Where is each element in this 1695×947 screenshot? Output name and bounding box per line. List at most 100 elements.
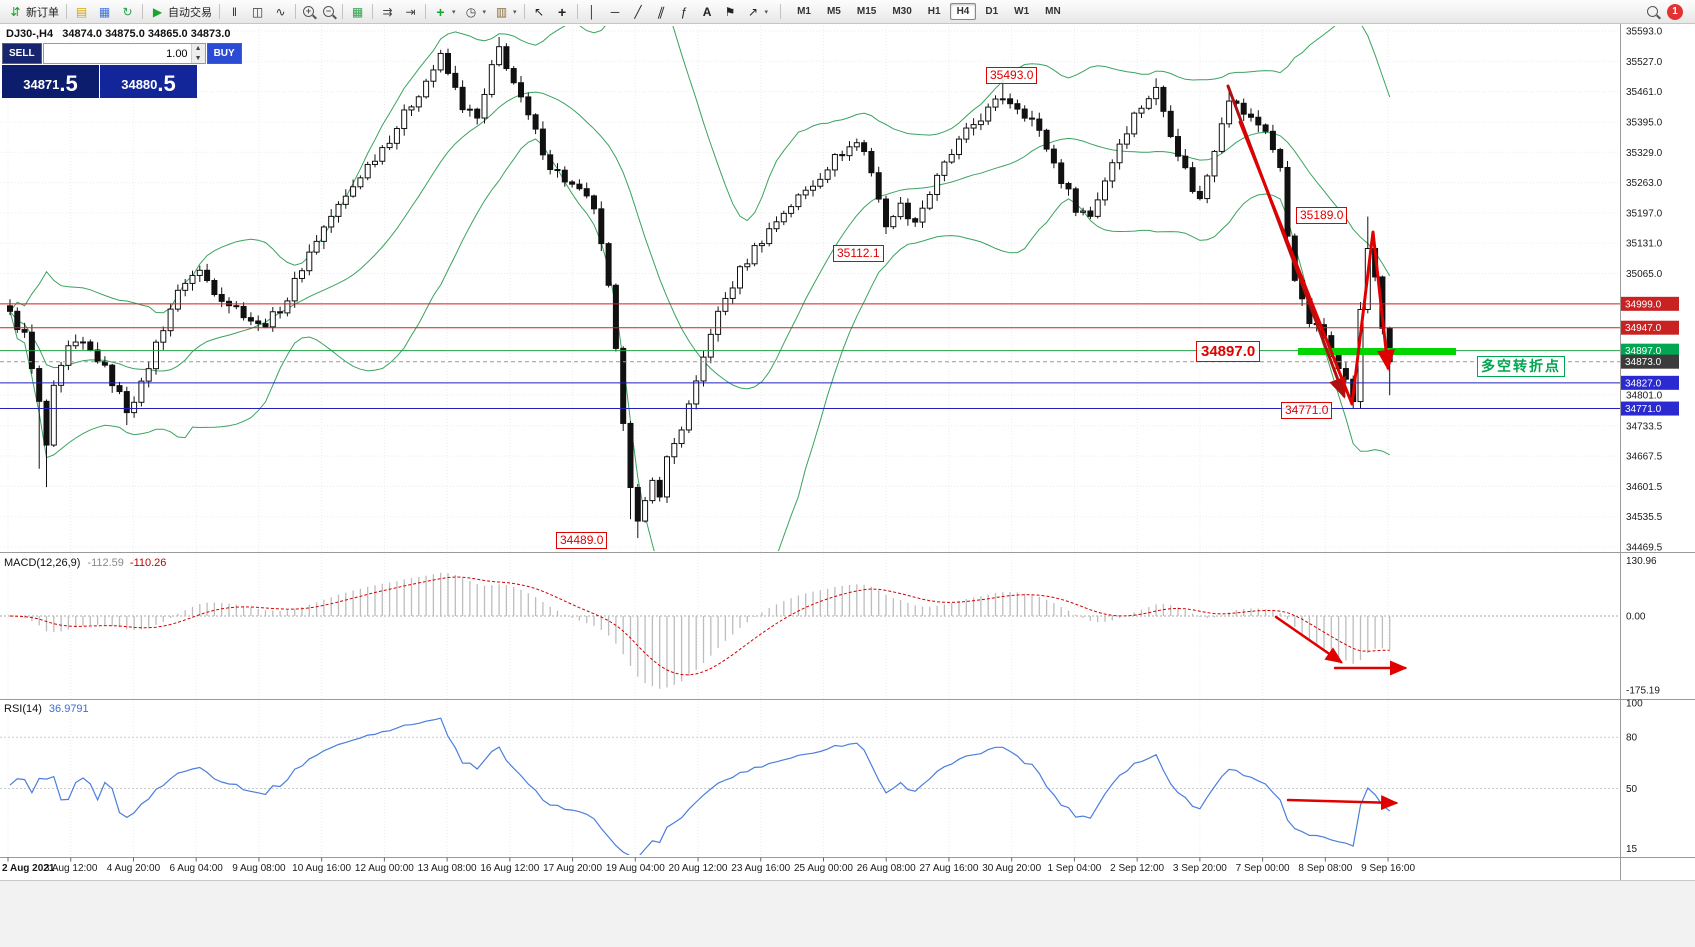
drawn-arrow[interactable]: [1286, 795, 1399, 811]
price-annotation[interactable]: 34489.0: [556, 532, 608, 549]
price-annotation[interactable]: 34771.0: [1281, 402, 1333, 419]
svg-text:34897.0: 34897.0: [1625, 346, 1662, 357]
timeframe-h4-button[interactable]: H4: [949, 3, 977, 20]
svg-text:50: 50: [1626, 784, 1638, 795]
toolbar-separator: [780, 4, 782, 19]
new-order-button-label: 新订单: [26, 6, 59, 19]
turning-zone-bar[interactable]: [1298, 348, 1456, 355]
refresh-icon: ↻: [122, 4, 133, 19]
crosshair-button[interactable]: +: [551, 2, 574, 22]
sell-button[interactable]: SELL: [2, 43, 42, 64]
vertical-line-button[interactable]: │: [581, 2, 604, 22]
zoom-out-button[interactable]: −: [319, 2, 339, 22]
auto-scroll-button[interactable]: ⇉: [376, 2, 399, 22]
buy-button[interactable]: BUY: [206, 43, 242, 64]
templates-button[interactable]: ▥ ▾: [490, 2, 521, 22]
horizontal-price-lines[interactable]: [0, 303, 1620, 410]
folder-icon: ▤: [75, 4, 88, 19]
line-icon: ∿: [275, 4, 286, 19]
svg-text:34667.5: 34667.5: [1626, 452, 1663, 463]
macd-indicator: [0, 572, 1620, 689]
tile-windows-button[interactable]: ▦: [346, 2, 369, 22]
svg-text:25 Aug 00:00: 25 Aug 00:00: [794, 863, 853, 874]
caret-icon: ▾: [764, 8, 769, 16]
price-annotation[interactable]: 34897.0: [1196, 341, 1261, 362]
label-button[interactable]: ⚑: [719, 2, 742, 22]
candle-chart-button[interactable]: ◫: [246, 2, 269, 22]
svg-text:4 Aug 20:00: 4 Aug 20:00: [107, 863, 161, 874]
new-order-button[interactable]: ⇵ 新订单: [4, 2, 63, 22]
price-annotation[interactable]: 35112.1: [833, 245, 884, 262]
play-icon: ▶: [152, 4, 163, 19]
timeframe-h1-button[interactable]: H1: [921, 3, 948, 20]
svg-text:34801.0: 34801.0: [1626, 390, 1663, 401]
chart-shift-button[interactable]: ⇥: [399, 2, 422, 22]
turning-point-label[interactable]: 多空转折点: [1477, 356, 1565, 377]
svg-text:2 Sep 12:00: 2 Sep 12:00: [1110, 863, 1164, 874]
caret-icon: ▾: [482, 8, 487, 16]
volume-up-button[interactable]: ▲: [191, 44, 205, 54]
rsi-indicator: [0, 717, 1620, 855]
periods-button[interactable]: ◷ ▾: [460, 2, 491, 22]
svg-text:35263.0: 35263.0: [1626, 178, 1663, 189]
bar-chart-button[interactable]: ‖: [223, 2, 246, 22]
navigator-button[interactable]: ↻: [116, 2, 139, 22]
channel-button[interactable]: ∥: [650, 2, 673, 22]
timeframe-d1-button[interactable]: D1: [978, 3, 1005, 20]
indicators-button[interactable]: + ▾: [429, 2, 460, 22]
status-area: [0, 880, 1695, 947]
line-chart-button[interactable]: ∿: [269, 2, 292, 22]
volume-spin-buttons[interactable]: ▲ ▼: [190, 44, 205, 63]
toolbar-separator: [295, 4, 296, 19]
trendline-button[interactable]: ╱: [627, 2, 650, 22]
svg-text:9 Aug 08:00: 9 Aug 08:00: [232, 863, 286, 874]
zoom-in-button[interactable]: +: [299, 2, 319, 22]
autotrade-button[interactable]: ▶ 自动交易: [146, 2, 216, 22]
price-annotation[interactable]: 35493.0: [986, 67, 1038, 84]
charts-button[interactable]: ▤: [70, 2, 93, 22]
horizontal-line-button[interactable]: ─: [604, 2, 627, 22]
buy-price-display[interactable]: 34880.5: [100, 65, 197, 98]
timeframe-m15-button[interactable]: M15: [850, 3, 883, 20]
text-icon: A: [702, 4, 712, 19]
svg-text:100: 100: [1626, 699, 1643, 710]
toolbar-separator: [142, 4, 143, 19]
vline-icon: │: [588, 4, 596, 19]
svg-text:35527.0: 35527.0: [1626, 57, 1663, 68]
search-icon[interactable]: [1647, 6, 1658, 17]
timeframe-m30-button[interactable]: M30: [885, 3, 918, 20]
text-button[interactable]: A: [696, 2, 719, 22]
svg-text:1 Sep 04:00: 1 Sep 04:00: [1047, 863, 1101, 874]
svg-text:35197.0: 35197.0: [1626, 208, 1663, 219]
bollinger-bands: [9, 26, 1391, 551]
volume-down-button[interactable]: ▼: [191, 53, 205, 63]
timeframe-w1-button[interactable]: W1: [1007, 3, 1036, 20]
buy-price-fraction: .5: [157, 71, 176, 96]
cursor-button[interactable]: ↖: [528, 2, 551, 22]
drawn-arrow[interactable]: [1238, 120, 1395, 406]
volume-stepper[interactable]: ▲ ▼: [42, 43, 206, 64]
template-icon: ▥: [495, 4, 508, 19]
market-watch-button[interactable]: ▦: [93, 2, 116, 22]
timeframe-mn-button[interactable]: MN: [1038, 3, 1068, 20]
svg-text:34771.0: 34771.0: [1625, 404, 1662, 415]
toolbar-buttons: ⇵ 新订单 ▤ ▦ ↻ ▶ 自动交易 ‖ ◫ ∿ + − ▦ ⇉ ⇥ + ▾ ◷ ▾ ▥ ▾ ↖ + │ ─ ╱ ∥ ƒ A ⚑ ↗ ▾ M1 M…: [4, 0, 1069, 23]
drawn-arrow[interactable]: [1274, 615, 1344, 664]
fibonacci-button[interactable]: ƒ: [673, 2, 696, 22]
timeframe-m1-button[interactable]: M1: [790, 3, 818, 20]
svg-text:34999.0: 34999.0: [1625, 299, 1662, 310]
axes: 35593.0 35527.0 35461.0 35395.0 35329.0 35263…: [0, 24, 1695, 880]
volume-input[interactable]: [43, 44, 191, 63]
candle-icon: ◫: [251, 4, 264, 19]
shapes-button[interactable]: ↗ ▾: [742, 2, 773, 22]
price-annotation[interactable]: 35189.0: [1296, 207, 1348, 224]
timeframe-m5-button[interactable]: M5: [820, 3, 848, 20]
svg-text:30 Aug 20:00: 30 Aug 20:00: [982, 863, 1041, 874]
svg-text:130.96: 130.96: [1626, 556, 1657, 567]
notification-badge[interactable]: 1: [1667, 3, 1683, 20]
sell-price-main: 34871: [23, 77, 60, 92]
sell-price-display[interactable]: 34871.5: [2, 65, 99, 98]
svg-text:34469.5: 34469.5: [1626, 543, 1663, 554]
